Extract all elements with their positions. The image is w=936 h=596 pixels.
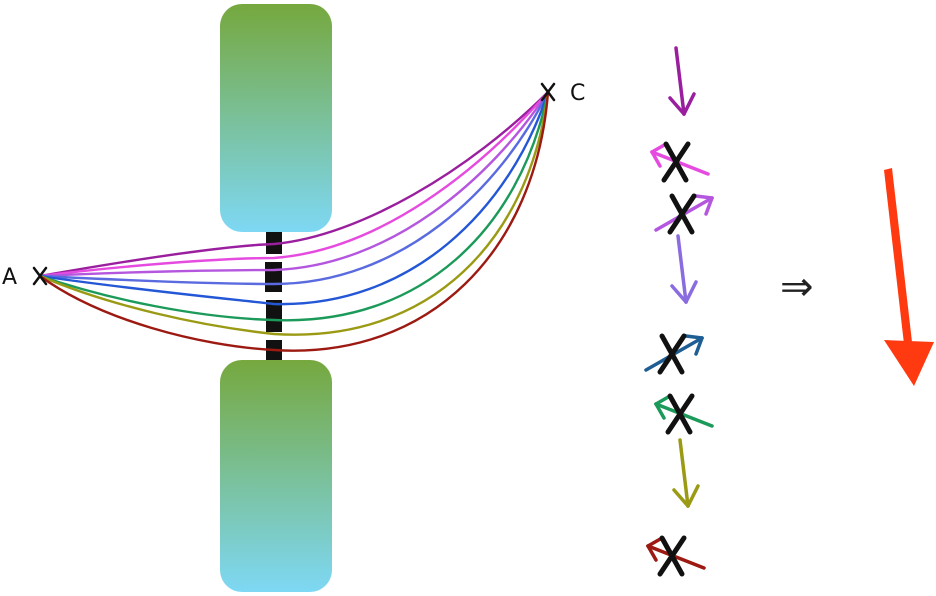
- top-paddle: [220, 4, 332, 232]
- light-path-1: [39, 91, 549, 278]
- phasor-5: [644, 333, 704, 375]
- phasor-3: [654, 193, 714, 235]
- point-a-label: A: [2, 265, 17, 290]
- phasor-1: [668, 46, 696, 116]
- phasor-7: [672, 438, 700, 508]
- point-c-label: C: [570, 81, 585, 106]
- light-path-2: [39, 91, 549, 278]
- point-a-marker: [32, 266, 48, 286]
- light-path-8: [39, 91, 550, 352]
- light-path-3: [39, 91, 550, 278]
- phasor-8: [646, 535, 706, 577]
- light-path-5: [39, 91, 550, 306]
- light-path-7: [39, 91, 550, 336]
- phasor-column: [644, 46, 714, 577]
- light-paths: [39, 91, 550, 352]
- bottom-paddle: [220, 360, 332, 592]
- net-amplitude-arrow: [884, 168, 934, 386]
- point-c-marker: [540, 82, 556, 102]
- implies-symbol: ⇒: [780, 264, 814, 310]
- slit-column: [265, 232, 282, 360]
- phasor-2: [650, 141, 710, 183]
- light-path-4: [39, 91, 550, 286]
- phasor-6: [654, 393, 714, 435]
- phasor-4: [670, 234, 698, 304]
- light-path-6: [39, 91, 550, 322]
